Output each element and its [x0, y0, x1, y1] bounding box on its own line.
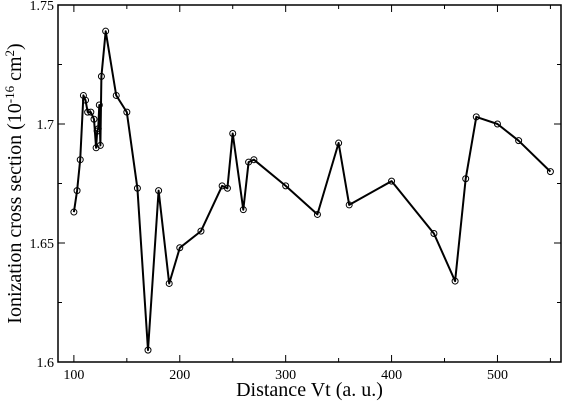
y-tick-label: 1.65 — [30, 237, 55, 252]
data-point — [87, 108, 95, 116]
data-point — [102, 27, 110, 35]
y-axis-label-mid: cm — [4, 56, 26, 86]
series-group — [70, 27, 554, 354]
data-point — [493, 120, 501, 128]
x-tick-label: 100 — [63, 368, 84, 383]
y-tick-label: 1.7 — [37, 118, 55, 133]
data-point — [176, 244, 184, 252]
axis-ticks — [58, 4, 561, 363]
data-point — [84, 108, 92, 116]
data-point — [472, 113, 480, 121]
data-point — [144, 346, 152, 354]
data-point — [430, 229, 438, 237]
data-point — [95, 101, 103, 109]
data-point — [388, 177, 396, 185]
y-tick-label: 1.75 — [30, 0, 55, 14]
data-point — [112, 91, 120, 99]
data-point — [165, 279, 173, 287]
data-point — [451, 277, 459, 285]
data-point — [462, 175, 470, 183]
data-point — [239, 206, 247, 214]
y-axis-label-exp2: 2 — [2, 50, 17, 57]
y-axis-label-base: Ionization cross section (10 — [4, 103, 26, 324]
y-axis-label: Ionization cross section (10-16 cm2) — [2, 43, 27, 323]
data-point — [82, 96, 90, 104]
data-point — [97, 72, 105, 80]
data-point — [282, 182, 290, 190]
x-tick-labels: 100 200 300 400 500 — [63, 368, 508, 383]
y-axis-label-exp1: -16 — [2, 85, 17, 103]
x-tick-label: 300 — [275, 368, 296, 383]
data-point — [250, 156, 258, 164]
y-tick-label: 1.6 — [37, 356, 55, 371]
data-point — [345, 201, 353, 209]
data-point — [94, 125, 102, 133]
data-point — [155, 187, 163, 195]
x-axis-label: Distance Vt (a. u.) — [236, 379, 383, 401]
data-point — [76, 156, 84, 164]
x-tick-label: 200 — [169, 368, 190, 383]
x-tick-label: 500 — [487, 368, 508, 383]
data-point — [197, 227, 205, 235]
data-point — [96, 141, 104, 149]
x-tick-label: 400 — [381, 368, 402, 383]
data-point — [313, 210, 321, 218]
data-point — [133, 184, 141, 192]
data-point — [335, 139, 343, 147]
data-point — [70, 208, 78, 216]
data-point — [90, 115, 98, 123]
data-point — [73, 187, 81, 195]
data-point — [229, 130, 237, 138]
series-line — [72, 30, 552, 352]
y-axis-label-end: ) — [4, 43, 26, 50]
data-point — [123, 108, 131, 116]
data-point — [546, 168, 554, 176]
data-point — [515, 137, 523, 145]
plot-frame — [57, 4, 562, 363]
y-tick-labels: 1.6 1.65 1.7 1.75 — [30, 0, 55, 371]
data-point — [223, 184, 231, 192]
